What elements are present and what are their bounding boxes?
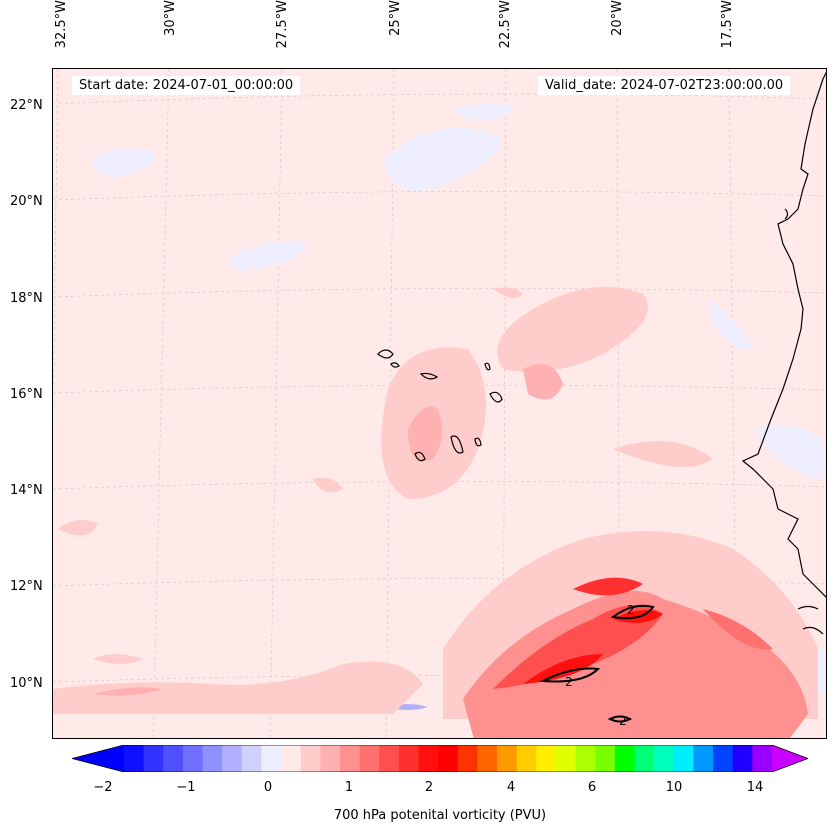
lat-label-18n: 18°N bbox=[10, 291, 43, 306]
lon-label-27-5w: 27.5°W bbox=[275, 0, 290, 49]
valid-date-label: Valid_date: 2024-07-02T23:00:00.00 bbox=[538, 76, 791, 95]
cb-tick-neg2: −2 bbox=[93, 780, 113, 795]
colorbar-cell bbox=[497, 745, 518, 772]
colorbar-cell bbox=[418, 745, 439, 772]
contour-label-3: 2 bbox=[619, 714, 627, 728]
colorbar-cell bbox=[379, 745, 400, 772]
colorbar-cell bbox=[713, 745, 734, 772]
colorbar-cell bbox=[320, 745, 341, 772]
colorbar-cell bbox=[457, 745, 478, 772]
colorbar-cell bbox=[241, 745, 262, 772]
lat-label-14n: 14°N bbox=[10, 483, 43, 498]
colorbar-cell bbox=[163, 745, 184, 772]
map-canvas: 2 2 2 bbox=[53, 69, 826, 738]
colorbar-cell bbox=[477, 745, 498, 772]
colorbar-title: 700 hPa potenital vorticity (PVU) bbox=[333, 808, 547, 823]
colorbar-cell bbox=[595, 745, 616, 772]
lon-label-22-5w: 22.5°W bbox=[498, 0, 513, 49]
map-panel[interactable]: 2 2 2 bbox=[52, 68, 827, 739]
cb-tick-2: 2 bbox=[424, 780, 434, 795]
lon-label-32-5w: 32.5°W bbox=[54, 0, 69, 49]
colorbar-cell bbox=[261, 745, 282, 772]
colorbar-cell bbox=[300, 745, 321, 772]
colorbar-cell bbox=[398, 745, 420, 772]
cb-tick-6: 6 bbox=[587, 780, 597, 795]
colorbar-cell bbox=[124, 745, 145, 772]
pv-contours bbox=[539, 604, 655, 723]
colorbar-cell bbox=[536, 745, 557, 772]
contour-label-1: 2 bbox=[627, 603, 635, 617]
colorbar-cell bbox=[614, 745, 636, 772]
colorbar-cell bbox=[340, 745, 361, 772]
cb-tick-0: 0 bbox=[263, 780, 273, 795]
colorbar-cell bbox=[575, 745, 596, 772]
colorbar-cell bbox=[281, 745, 302, 772]
colorbar-cell bbox=[732, 745, 753, 772]
cb-tick-neg1: −1 bbox=[176, 780, 196, 795]
colorbar bbox=[72, 745, 808, 772]
pv-medium-positive bbox=[93, 364, 808, 738]
coastlines bbox=[377, 71, 826, 635]
colorbar-cell bbox=[673, 745, 694, 772]
colorbar-cell bbox=[438, 745, 459, 772]
lon-label-20w: 20°W bbox=[610, 0, 625, 36]
colorbar-over-arrow bbox=[772, 745, 808, 772]
lat-label-22n: 22°N bbox=[10, 98, 43, 113]
colorbar-cell bbox=[516, 745, 537, 772]
colorbar-cell bbox=[654, 745, 675, 772]
colorbar-cell bbox=[634, 745, 655, 772]
start-date-label: Start date: 2024-07-01_00:00:00 bbox=[72, 76, 301, 95]
lon-label-25w: 25°W bbox=[388, 0, 403, 36]
colorbar-cell bbox=[752, 745, 773, 772]
cb-tick-4: 4 bbox=[506, 780, 516, 795]
contour-label-2: 2 bbox=[565, 675, 573, 689]
lat-label-20n: 20°N bbox=[10, 194, 43, 209]
colorbar-cell bbox=[143, 745, 164, 772]
lon-label-17-5w: 17.5°W bbox=[720, 0, 735, 49]
colorbar-cell bbox=[182, 745, 204, 772]
colorbar-cell bbox=[202, 745, 223, 772]
colorbar-cell bbox=[359, 745, 380, 772]
lat-label-10n: 10°N bbox=[10, 676, 43, 691]
lat-label-16n: 16°N bbox=[10, 387, 43, 402]
lat-label-12n: 12°N bbox=[10, 579, 43, 594]
colorbar-under-arrow bbox=[72, 745, 124, 772]
cb-tick-10: 10 bbox=[665, 780, 683, 795]
cb-tick-14: 14 bbox=[746, 780, 764, 795]
colorbar-cell bbox=[693, 745, 714, 772]
lon-label-30w: 30°W bbox=[163, 0, 178, 36]
colorbar-cell bbox=[222, 745, 243, 772]
colorbar-cell bbox=[556, 745, 577, 772]
cb-tick-1: 1 bbox=[344, 780, 354, 795]
